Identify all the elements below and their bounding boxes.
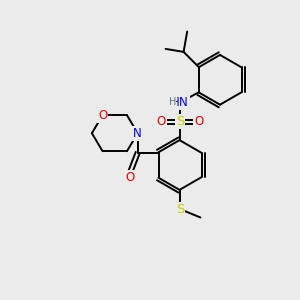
- Text: HN: HN: [171, 96, 189, 109]
- Text: O: O: [157, 115, 166, 128]
- Text: O: O: [194, 115, 203, 128]
- Text: H: H: [169, 97, 176, 107]
- Text: O: O: [125, 171, 134, 184]
- Text: N: N: [133, 127, 142, 140]
- Text: O: O: [98, 109, 107, 122]
- Text: S: S: [176, 115, 184, 128]
- Text: S: S: [176, 202, 184, 216]
- Text: N: N: [179, 96, 188, 109]
